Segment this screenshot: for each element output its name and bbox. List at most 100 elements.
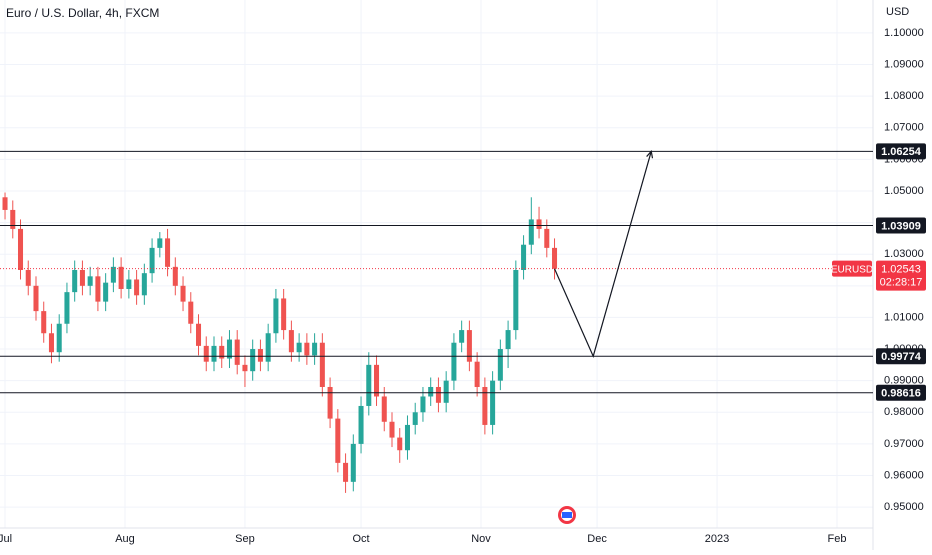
- y-tick-label: 0.96000: [884, 469, 924, 481]
- candle-body: [103, 282, 109, 302]
- candle-body: [319, 342, 325, 387]
- x-tick-label: Aug: [115, 533, 135, 545]
- candle-body: [374, 364, 380, 397]
- candle-body: [544, 228, 550, 248]
- candle-body: [451, 342, 457, 381]
- candle-body: [25, 270, 31, 286]
- candle-body: [95, 276, 101, 302]
- candle-body: [64, 292, 70, 324]
- candle-body: [250, 349, 256, 372]
- level-tag: [876, 217, 926, 234]
- candle-body: [273, 298, 279, 334]
- y-tick-label: 0.95000: [884, 501, 924, 513]
- candle-body: [56, 323, 62, 353]
- candle-body: [257, 349, 263, 362]
- candle-body: [219, 345, 225, 359]
- candle-body: [358, 405, 364, 444]
- level-label: 0.98616: [881, 388, 921, 400]
- candle-body: [118, 266, 124, 289]
- candle-body: [327, 386, 333, 419]
- x-tick-label: Sep: [235, 533, 255, 545]
- candle-body: [397, 437, 403, 451]
- candle-body: [17, 228, 24, 271]
- candle-body: [552, 247, 558, 269]
- y-tick-label: 1.05000: [884, 185, 924, 197]
- candle-body: [226, 339, 232, 359]
- level-label: 0.99774: [881, 351, 922, 363]
- candle-body: [242, 364, 248, 372]
- candle-body: [211, 345, 217, 362]
- level-tag: [876, 348, 926, 365]
- candle-body: [497, 349, 503, 381]
- candle-body: [79, 270, 85, 286]
- candle-body: [149, 247, 155, 274]
- projection-path: [553, 151, 652, 358]
- candle-body: [172, 266, 178, 286]
- candle-body: [110, 266, 116, 283]
- candle-body: [490, 380, 496, 425]
- y-tick-label: 0.99000: [884, 375, 924, 387]
- level-label: 1.03909: [881, 220, 921, 232]
- candle-body: [288, 330, 294, 353]
- countdown-label: 02:28:17: [880, 277, 923, 289]
- y-tick-label: 1.09000: [884, 58, 924, 70]
- candle-body: [366, 364, 372, 406]
- x-tick-label: Jul: [0, 533, 12, 545]
- y-tick-label: 1.01000: [884, 311, 924, 323]
- x-tick-label: Oct: [352, 533, 369, 545]
- candle-body: [389, 421, 395, 438]
- projection-arrowhead: [646, 149, 654, 159]
- candle-body: [435, 386, 441, 403]
- y-tick-label: 0.98000: [884, 406, 924, 418]
- candle-body: [234, 339, 240, 365]
- plot: [2, 192, 558, 493]
- currency-label: USD: [886, 6, 909, 18]
- candle-body: [48, 333, 54, 353]
- candle-body: [165, 238, 171, 267]
- last-price-label: 1.02543: [881, 264, 921, 276]
- x-tick-label: Dec: [587, 533, 607, 545]
- candle-body: [528, 219, 534, 245]
- candle-body: [474, 361, 480, 387]
- candle-body: [180, 285, 186, 302]
- candle-body: [72, 270, 78, 293]
- candle-body: [466, 330, 472, 362]
- x-tick-label: Nov: [471, 533, 491, 545]
- y-tick-label: 0.97000: [884, 438, 924, 450]
- candle-body: [33, 285, 39, 312]
- candle-body: [126, 279, 132, 289]
- candle-body: [312, 342, 318, 356]
- candle-body: [521, 244, 527, 271]
- candle-body: [157, 238, 163, 248]
- x-tick-label: Feb: [828, 533, 847, 545]
- candle-body: [443, 380, 449, 403]
- y-tick-label: 1.08000: [884, 90, 924, 102]
- candle-body: [513, 270, 519, 331]
- level-tag: [876, 143, 926, 160]
- candle-body: [2, 197, 8, 210]
- candle-body: [265, 333, 271, 362]
- candle-body: [296, 342, 302, 353]
- candle-body: [412, 412, 418, 425]
- event-flag: [558, 506, 576, 524]
- y-tick-label: 1.03000: [884, 248, 924, 260]
- chart-title: Euro / U.S. Dollar, 4h, FXCM: [6, 6, 159, 20]
- y-tick-label: 1.10000: [884, 27, 924, 39]
- candle-body: [343, 462, 349, 482]
- symbol-label: EURUSD: [831, 264, 873, 275]
- level-label: 1.06254: [881, 146, 922, 158]
- last-price-tag: [876, 260, 926, 291]
- candle-body: [10, 209, 16, 229]
- candle-body: [482, 386, 488, 425]
- candle-body: [335, 418, 341, 463]
- candle-body: [381, 396, 387, 422]
- candle-body: [203, 345, 209, 362]
- candle-body: [87, 276, 93, 286]
- candle-body: [350, 443, 356, 482]
- candle-body: [304, 342, 310, 356]
- candle-body: [420, 396, 426, 413]
- symbol-tag: [832, 260, 872, 277]
- candle-body: [281, 298, 287, 331]
- y-tick-label: 1.07000: [884, 122, 924, 134]
